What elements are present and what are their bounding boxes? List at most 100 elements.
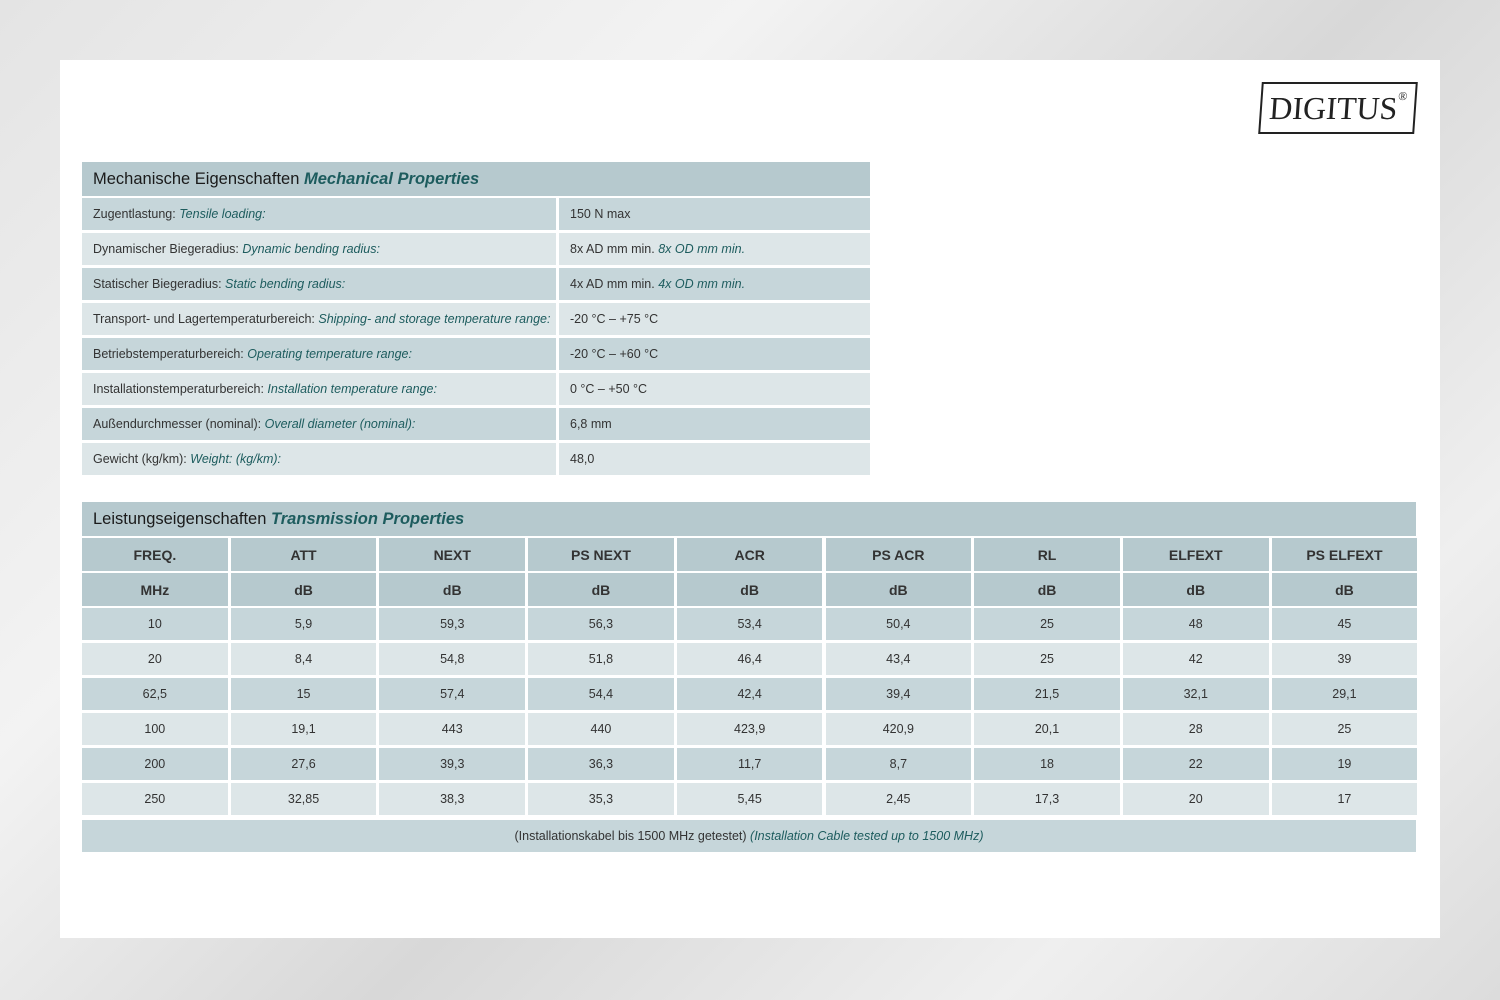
property-value: 0 °C – +50 °C — [559, 373, 870, 405]
table-cell: 42,4 — [676, 678, 823, 710]
table-cell: 19,1 — [230, 713, 377, 745]
table-cell: 25 — [974, 643, 1120, 675]
label-de: Zugentlastung: — [93, 207, 176, 221]
property-value: -20 °C – +75 °C — [559, 303, 870, 335]
table-cell: 42 — [1122, 643, 1269, 675]
value: 8x AD mm min. — [570, 242, 655, 256]
property-label: Installationstemperaturbereich: Installa… — [82, 373, 556, 405]
label-de: Betriebstemperaturbereich: — [93, 347, 244, 361]
table-cell: 11,7 — [676, 748, 823, 780]
table-cell: 39,3 — [379, 748, 526, 780]
property-label: Transport- und Lagertemperaturbereich: S… — [82, 303, 556, 335]
table-cell: 28 — [1122, 713, 1269, 745]
footnote-de: (Installationskabel bis 1500 MHz geteste… — [514, 829, 747, 843]
table-cell: 20 — [1122, 783, 1269, 815]
table-cell: 25 — [974, 608, 1120, 640]
column-header: PS ELFEXT — [1271, 538, 1418, 571]
property-label: Statischer Biegeradius: Static bending r… — [82, 268, 556, 300]
label-de: Transport- und Lagertemperaturbereich: — [93, 312, 315, 326]
table-cell: 17,3 — [974, 783, 1120, 815]
table-cell: 423,9 — [676, 713, 823, 745]
value: 0 °C – +50 °C — [570, 382, 648, 396]
table-cell: 39 — [1271, 643, 1418, 675]
table-cell: 46,4 — [676, 643, 823, 675]
table-cell: 32,85 — [230, 783, 377, 815]
label-en: Installation temperature range: — [267, 382, 437, 396]
section-title: Mechanische Eigenschaften Mechanical Pro… — [82, 162, 870, 196]
column-header: ELFEXT — [1122, 538, 1269, 571]
table-cell: 200 — [82, 748, 228, 780]
table-cell: 38,3 — [379, 783, 526, 815]
table-cell: 56,3 — [528, 608, 674, 640]
column-header: ACR — [676, 538, 823, 571]
table-cell: 21,5 — [974, 678, 1120, 710]
property-label: Gewicht (kg/km): Weight: (kg/km): — [82, 443, 556, 475]
panel: DIGITUS® Mechanische Eigenschaften Mecha… — [60, 60, 1440, 938]
table-cell: 27,6 — [230, 748, 377, 780]
column-header: FREQ. — [82, 538, 228, 571]
label-en: Shipping- and storage temperature range: — [318, 312, 551, 326]
table-cell: 48 — [1122, 608, 1269, 640]
property-label: Zugentlastung: Tensile loading: — [82, 198, 556, 230]
column-unit: MHz — [82, 573, 228, 606]
table-cell: 8,4 — [230, 643, 377, 675]
label-en: Static bending radius: — [225, 277, 346, 291]
property-label: Außendurchmesser (nominal): Overall diam… — [82, 408, 556, 440]
table-cell: 250 — [82, 783, 228, 815]
logo-text: DIGITUS — [1268, 90, 1399, 126]
label-en: Dynamic bending radius: — [242, 242, 380, 256]
table-cell: 15 — [230, 678, 377, 710]
column-header: PS NEXT — [528, 538, 674, 571]
table-cell: 18 — [974, 748, 1120, 780]
table-cell: 36,3 — [528, 748, 674, 780]
table-cell: 35,3 — [528, 783, 674, 815]
title-de: Mechanische Eigenschaften — [93, 169, 300, 188]
label-de: Gewicht (kg/km): — [93, 452, 187, 466]
property-value: 48,0 — [559, 443, 870, 475]
title-de: Leistungseigenschaften — [93, 509, 267, 528]
value-en: 4x OD mm min. — [658, 277, 746, 291]
value: 48,0 — [570, 452, 595, 466]
table-cell: 20 — [82, 643, 228, 675]
label-de: Statischer Biegeradius: — [93, 277, 222, 291]
table-cell: 54,8 — [379, 643, 526, 675]
footnote: (Installationskabel bis 1500 MHz geteste… — [82, 820, 1416, 852]
table-cell: 50,4 — [825, 608, 972, 640]
property-value: 8x AD mm min. 8x OD mm min. — [559, 233, 870, 265]
table-cell: 39,4 — [825, 678, 972, 710]
label-en: Weight: (kg/km): — [190, 452, 282, 466]
value: 4x AD mm min. — [570, 277, 655, 291]
property-label: Dynamischer Biegeradius: Dynamic bending… — [82, 233, 556, 265]
column-header: RL — [974, 538, 1120, 571]
table-cell: 19 — [1271, 748, 1418, 780]
table-cell: 32,1 — [1122, 678, 1269, 710]
column-header: NEXT — [379, 538, 526, 571]
column-unit: dB — [974, 573, 1120, 606]
table-cell: 420,9 — [825, 713, 972, 745]
logo: DIGITUS® — [1258, 82, 1418, 134]
table-cell: 62,5 — [82, 678, 228, 710]
label-de: Installationstemperaturbereich: — [93, 382, 264, 396]
table-cell: 5,45 — [676, 783, 823, 815]
column-header: ATT — [230, 538, 377, 571]
table-cell: 43,4 — [825, 643, 972, 675]
column-unit: dB — [676, 573, 823, 606]
column-unit: dB — [230, 573, 377, 606]
table-cell: 51,8 — [528, 643, 674, 675]
property-value: 4x AD mm min. 4x OD mm min. — [559, 268, 870, 300]
table-cell: 440 — [528, 713, 674, 745]
footnote-en: (Installation Cable tested up to 1500 MH… — [750, 829, 984, 843]
column-unit: dB — [1122, 573, 1269, 606]
column-unit: dB — [528, 573, 674, 606]
title-en: Transmission Properties — [270, 509, 465, 528]
column-header: PS ACR — [825, 538, 972, 571]
label-de: Dynamischer Biegeradius: — [93, 242, 239, 256]
table-cell: 2,45 — [825, 783, 972, 815]
column-unit: dB — [379, 573, 526, 606]
property-label: Betriebstemperaturbereich: Operating tem… — [82, 338, 556, 370]
label-de: Außendurchmesser (nominal): — [93, 417, 262, 431]
property-value: -20 °C – +60 °C — [559, 338, 870, 370]
table-cell: 45 — [1271, 608, 1418, 640]
value: -20 °C – +75 °C — [570, 312, 659, 326]
